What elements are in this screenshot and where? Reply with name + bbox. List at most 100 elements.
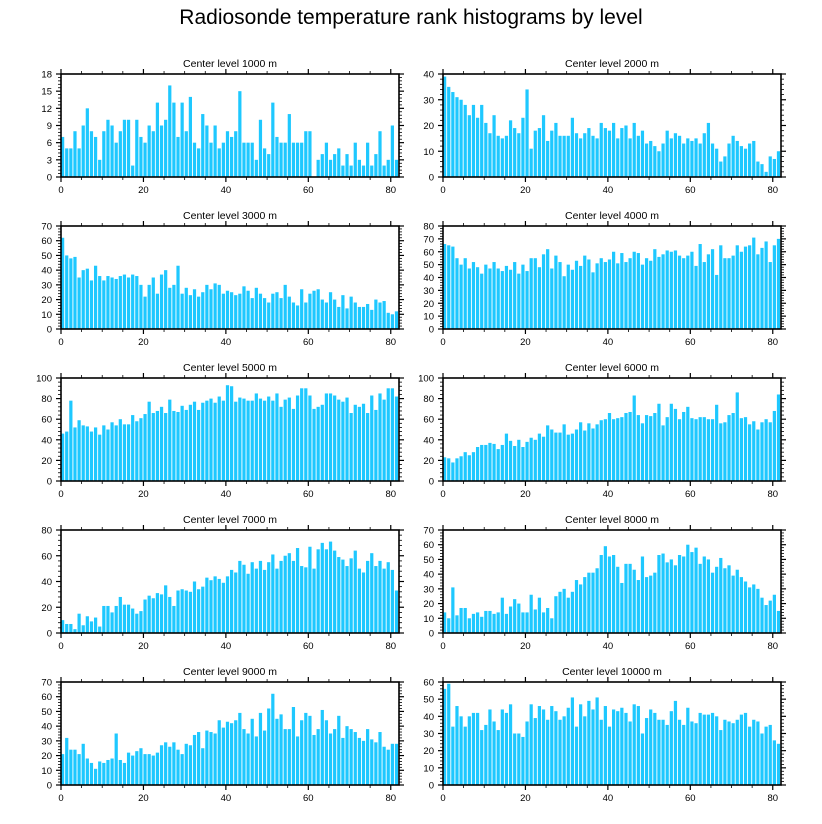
histogram-bar	[447, 245, 451, 329]
y-tick-label: 10	[41, 766, 52, 777]
histogram-bar	[529, 704, 533, 785]
histogram-bar	[337, 557, 341, 633]
histogram-bar	[357, 306, 361, 329]
histogram-bar	[304, 131, 308, 177]
histogram-bar	[719, 730, 723, 785]
histogram-bar	[533, 609, 537, 633]
histogram-bar	[308, 293, 312, 329]
histogram-bar	[743, 581, 748, 633]
histogram-bar	[603, 706, 607, 785]
histogram-bar	[168, 287, 172, 329]
histogram-bar	[628, 138, 632, 178]
histogram-bar	[217, 578, 221, 633]
histogram-bar	[135, 613, 139, 633]
y-tick-label: 10	[41, 310, 52, 321]
histogram-bar	[480, 616, 484, 633]
histogram-bar	[541, 254, 546, 329]
histogram-bar	[394, 590, 399, 633]
histogram-bar	[570, 591, 574, 633]
histogram-bar	[180, 102, 184, 177]
histogram-bar	[475, 712, 480, 785]
histogram-bar	[345, 308, 349, 329]
histogram-bar	[603, 546, 607, 633]
histogram-bar	[517, 439, 521, 481]
histogram-bar	[102, 131, 106, 177]
histogram-bar	[508, 269, 513, 329]
x-tick-label: 40	[221, 489, 232, 500]
histogram-bar	[579, 422, 583, 481]
histogram-bar	[254, 736, 258, 785]
histogram-bar	[93, 768, 98, 785]
histogram-bar	[698, 417, 702, 481]
histogram-bar	[139, 611, 143, 633]
histogram-bar	[624, 563, 628, 633]
histogram-bar	[250, 718, 254, 785]
histogram-bar	[550, 268, 554, 329]
histogram-bar	[271, 554, 275, 633]
histogram-bar	[447, 86, 451, 178]
histogram-bar	[649, 575, 653, 633]
histogram-bar	[180, 589, 184, 633]
histogram-bar	[455, 615, 459, 633]
histogram-bar	[197, 409, 201, 481]
histogram-bar	[504, 135, 509, 177]
histogram-bar	[558, 591, 562, 633]
x-tick-label: 80	[385, 793, 396, 804]
histogram-bar	[287, 397, 291, 481]
histogram-bar	[271, 693, 275, 785]
histogram-bar	[628, 258, 632, 329]
histogram-bar	[246, 573, 250, 633]
histogram-bar	[300, 142, 304, 177]
histogram-bar	[694, 138, 698, 178]
histogram-bar	[616, 138, 620, 178]
panel-title: Center level 3000 m	[183, 210, 277, 222]
y-tick-label: 60	[423, 678, 434, 689]
histogram-bar	[595, 138, 599, 178]
histogram-bar	[234, 401, 238, 481]
histogram-bar	[180, 405, 184, 481]
histogram-bar	[607, 556, 612, 633]
histogram-bar	[677, 255, 682, 329]
histogram-bar	[77, 754, 81, 785]
histogram-bar	[554, 711, 558, 785]
histogram-bar	[595, 263, 599, 329]
y-tick-label: 18	[41, 70, 52, 81]
histogram-bar	[657, 151, 661, 177]
histogram-bar	[316, 289, 320, 329]
histogram-bar	[254, 393, 258, 481]
histogram-bar	[521, 117, 525, 177]
histogram-bar	[291, 142, 296, 177]
histogram-bar	[114, 142, 118, 177]
histogram-bar	[665, 250, 669, 329]
histogram-bar	[496, 449, 500, 481]
histogram-bar	[357, 737, 361, 785]
histogram-bar	[443, 688, 447, 785]
histogram-bar	[488, 133, 492, 177]
histogram-bar	[673, 565, 678, 633]
histogram-bar	[710, 419, 715, 481]
histogram-bar	[599, 719, 603, 785]
histogram-bar	[579, 704, 583, 785]
histogram-bar	[110, 758, 114, 785]
histogram-bar	[574, 580, 579, 633]
histogram-bar	[147, 595, 151, 633]
histogram-bar	[188, 295, 192, 329]
histogram-bar	[242, 286, 246, 329]
histogram-bar	[89, 131, 94, 177]
y-tick-label: 40	[41, 577, 52, 588]
histogram-bar	[304, 712, 308, 785]
histogram-bar	[492, 115, 496, 177]
histogram-bar	[217, 284, 221, 329]
y-tick-label: 100	[418, 374, 434, 385]
y-tick-label: 60	[423, 247, 434, 258]
histogram-bar	[525, 612, 529, 633]
histogram-bar	[234, 720, 238, 785]
histogram-bar	[591, 709, 595, 785]
histogram-bar	[192, 581, 197, 633]
histogram-bar	[525, 441, 529, 481]
histogram-bar	[155, 593, 160, 633]
histogram-bar	[201, 402, 205, 481]
histogram-bar	[694, 723, 698, 785]
histogram-bar	[546, 249, 550, 329]
